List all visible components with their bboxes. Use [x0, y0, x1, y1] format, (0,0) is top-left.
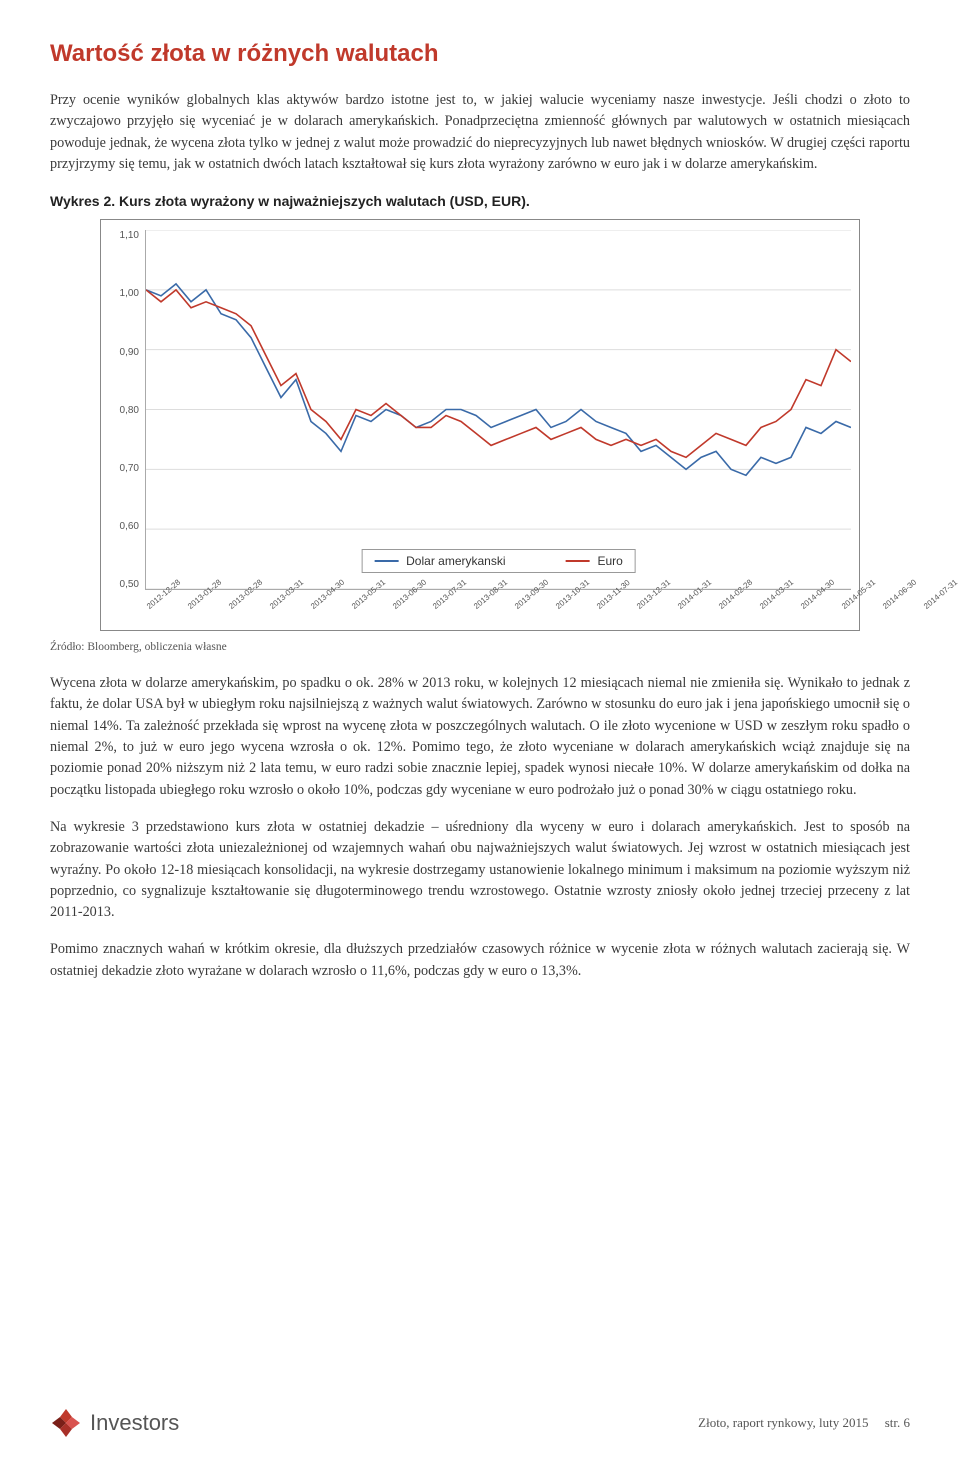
y-tick: 0,60	[109, 521, 139, 532]
paragraph-2: Wycena złota w dolarze amerykańskim, po …	[50, 673, 910, 801]
logo-icon	[50, 1407, 82, 1439]
footer: Investors Złoto, raport rynkowy, luty 20…	[50, 1407, 910, 1439]
logo-text: Investors	[90, 1410, 179, 1436]
chart-source: Źródło: Bloomberg, obliczenia własne	[50, 641, 910, 653]
y-tick: 1,10	[109, 230, 139, 241]
intro-paragraph: Przy ocenie wyników globalnych klas akty…	[50, 90, 910, 175]
legend-usd: Dolar amerykanski	[374, 554, 505, 568]
y-tick: 0,80	[109, 405, 139, 416]
legend-eur-label: Euro	[598, 554, 623, 568]
footer-doc: Złoto, raport rynkowy, luty 2015	[698, 1415, 868, 1430]
x-tick: 2014-06-30	[881, 578, 918, 611]
logo: Investors	[50, 1407, 179, 1439]
page-title: Wartość złota w różnych walutach	[50, 40, 910, 68]
legend-eur-line	[566, 560, 590, 562]
x-tick: 2014-07-31	[922, 578, 959, 611]
y-tick: 0,70	[109, 463, 139, 474]
legend-usd-line	[374, 560, 398, 562]
paragraph-3: Na wykresie 3 przedstawiono kurs złota w…	[50, 817, 910, 923]
footer-right: Złoto, raport rynkowy, luty 2015 str. 6	[698, 1415, 910, 1431]
legend-usd-label: Dolar amerykanski	[406, 554, 505, 568]
legend: Dolar amerykanski Euro	[361, 549, 636, 573]
footer-page: str. 6	[885, 1415, 910, 1430]
paragraph-4: Pomimo znacznych wahań w krótkim okresie…	[50, 939, 910, 982]
y-tick: 1,00	[109, 288, 139, 299]
y-axis: 1,10 1,00 0,90 0,80 0,70 0,60 0,50	[109, 230, 145, 590]
y-tick: 0,90	[109, 347, 139, 358]
legend-eur: Euro	[566, 554, 623, 568]
y-tick: 0,50	[109, 579, 139, 590]
figure-caption: Wykres 2. Kurs złota wyrażony w najważni…	[50, 193, 910, 209]
x-axis: 2012-12-282013-01-282013-02-282013-03-31…	[145, 590, 851, 628]
plot-area: Dolar amerykanski Euro	[145, 230, 851, 590]
chart-container: 1,10 1,00 0,90 0,80 0,70 0,60 0,50 Dolar amery…	[100, 219, 860, 631]
